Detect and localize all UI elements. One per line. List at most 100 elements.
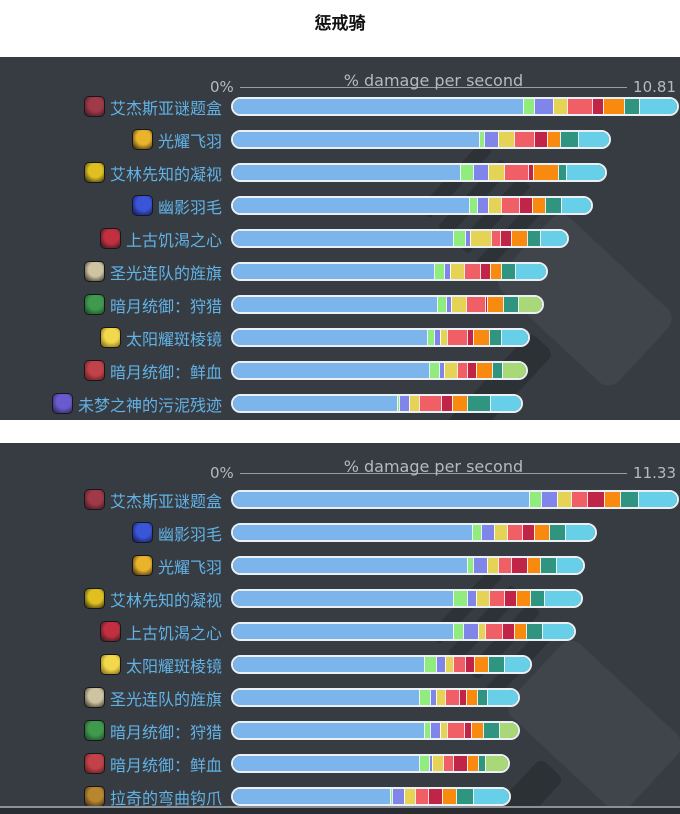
bar-segment-green (453, 231, 466, 246)
stacked-bar (231, 556, 585, 575)
bar-segment-yellow (552, 99, 567, 114)
axis-line: % damage per second (239, 62, 628, 96)
bar-segment-purple (541, 492, 558, 507)
bar-segment-crimson (586, 492, 604, 507)
bar-segment-cyan (565, 525, 595, 540)
bar-segment-salmon (442, 756, 453, 771)
stacked-bar (231, 229, 570, 248)
item-label-cell: 拉奇的弯曲钩爪 (0, 785, 222, 809)
bar-segment-crimson (501, 624, 515, 639)
item-label-cell: 幽影羽毛 (0, 521, 222, 545)
puzzle-box-icon (84, 97, 104, 116)
bar-segment-orange (486, 297, 504, 312)
bar-segment-purple (398, 396, 409, 411)
bar-segment-blue (233, 330, 427, 345)
item-label-cell: 艾杰斯亚谜题盒 (0, 488, 222, 512)
item-label: 太阳耀斑棱镜 (125, 329, 222, 349)
bar-segment-purple (392, 789, 404, 804)
bar-track (231, 787, 511, 806)
chart-row: 暗月统御：鲜血 (0, 747, 680, 780)
bar-segment-salmon (497, 558, 511, 573)
bar-segment-yellow (475, 591, 490, 606)
shadow-feather-icon (132, 523, 152, 542)
bar-track (231, 394, 524, 413)
bar-segment-yellow (487, 165, 505, 180)
bar-segment-yellow (557, 492, 572, 507)
dps-chart-1: 0% % damage per second 10.81 艾杰斯亚谜题盒 光耀飞羽… (0, 57, 680, 420)
bar-segment-orange (603, 99, 625, 114)
bar-segment-green (390, 789, 393, 804)
bar-track (231, 754, 511, 773)
bar-segment-crimson (441, 396, 453, 411)
item-label: 光耀飞羽 (157, 557, 222, 577)
stacked-bar (231, 490, 680, 509)
bar-segment-blue (233, 396, 397, 411)
bar-segment-teal (466, 396, 491, 411)
bar-segment-teal (500, 264, 516, 279)
stacked-bar (231, 622, 577, 641)
bar-segment-blue (233, 789, 391, 804)
chart-row: 圣光连队的旌旗 (0, 681, 680, 714)
ancient-heart-icon (100, 229, 120, 248)
bar-segment-salmon (446, 330, 467, 345)
chart-row: 太阳耀斑棱镜 (0, 648, 680, 681)
bar-track (231, 622, 577, 641)
bar-segment-blue (233, 231, 454, 246)
bar-segment-purple (434, 330, 441, 345)
bar-segment-orange (532, 198, 546, 213)
bar-segment-salmon (456, 363, 468, 378)
item-label: 光耀飞羽 (157, 131, 222, 151)
item-label-cell: 艾杰斯亚谜题盒 (0, 95, 222, 119)
bar-chart-rows: 艾杰斯亚谜题盒 幽影羽毛 光耀飞羽 艾林先知的凝视 上古饥渴之心 太阳耀斑棱镜 圣光连队的旌… (0, 483, 680, 813)
bar-segment-blue (233, 756, 420, 771)
bar-segment-teal (478, 756, 485, 771)
bar-segment-lightgreen (484, 756, 509, 771)
bar-segment-green (468, 198, 478, 213)
stacked-bar (231, 163, 607, 182)
bar-segment-yellow (487, 198, 501, 213)
darkmoon-blood-card-icon (84, 754, 104, 773)
bar-segment-crimson (484, 297, 487, 312)
bar-segment-purple (483, 132, 499, 147)
bar-segment-blue (233, 492, 529, 507)
bar-segment-cyan (566, 165, 605, 180)
bar-segment-blue (233, 297, 438, 312)
bar-segment-green (433, 264, 445, 279)
darkmoon-blood-card-icon (84, 361, 104, 380)
bar-segment-cyan (637, 492, 678, 507)
bar-segment-orange (470, 723, 484, 738)
bar-segment-crimson (465, 657, 475, 672)
item-label-cell: 暗月统御：狩猎 (0, 293, 222, 317)
axis-max-label: 11.33 (633, 464, 676, 482)
bar-segment-blue (233, 99, 523, 114)
stacked-bar (231, 394, 524, 413)
bar-segment-teal (560, 132, 579, 147)
bar-segment-crimson (503, 591, 516, 606)
stacked-bar (231, 328, 531, 347)
item-label: 幽影羽毛 (157, 524, 222, 544)
stacked-bar (231, 655, 532, 674)
chart-row: 暗月统御：狩猎 (0, 714, 680, 747)
bar-segment-salmon (500, 198, 520, 213)
stacked-bar (231, 787, 511, 806)
bar-track (231, 295, 544, 314)
item-label: 圣光连队的旌旗 (109, 263, 222, 283)
item-label: 艾杰斯亚谜题盒 (109, 491, 222, 511)
bar-segment-yellow (449, 264, 465, 279)
bar-segment-cyan (504, 657, 530, 672)
bar-segment-yellow (469, 231, 492, 246)
bar-segment-salmon (491, 231, 500, 246)
bar-segment-purple (429, 756, 433, 771)
bar-segment-yellow (440, 330, 447, 345)
bar-track (231, 523, 597, 542)
item-label: 艾林先知的凝视 (109, 164, 222, 184)
seer-gaze-icon (84, 589, 104, 608)
chart-row: 艾林先知的凝视 (0, 156, 680, 189)
bar-segment-yellow (445, 657, 453, 672)
bar-segment-blue (233, 624, 453, 639)
bar-segment-crimson (510, 558, 527, 573)
bar-segment-crimson (522, 525, 534, 540)
bar-segment-purple (444, 264, 450, 279)
bar-chart-rows: 艾杰斯亚谜题盒 光耀飞羽 艾林先知的凝视 幽影羽毛 上古饥渴之心 圣光连队的旌旗 暗月统御：… (0, 90, 680, 420)
bar-segment-orange (452, 396, 467, 411)
